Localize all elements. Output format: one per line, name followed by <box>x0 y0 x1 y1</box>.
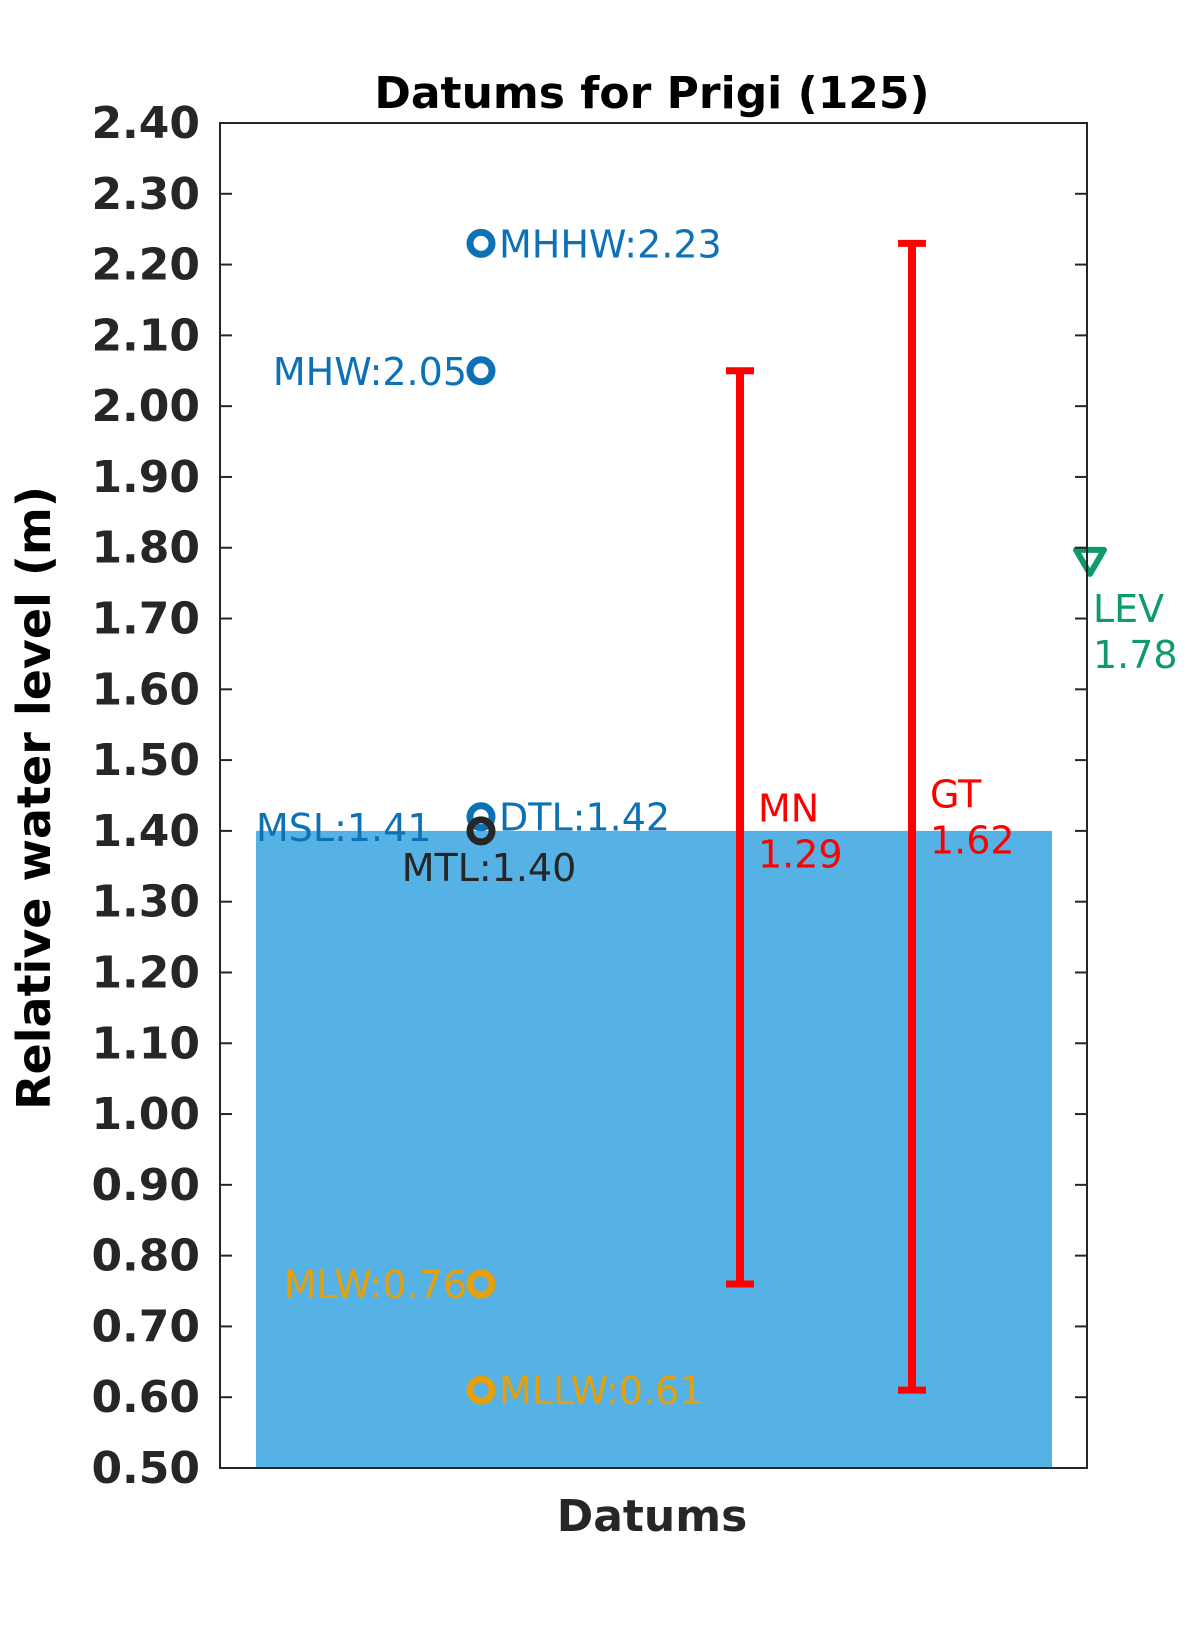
y-tick-label: 0.80 <box>91 1231 200 1282</box>
axes <box>219 122 1088 1469</box>
range-value-mn: 1.29 <box>758 833 843 877</box>
plot-frame <box>219 122 1088 1469</box>
y-tick-label: 2.40 <box>91 98 200 149</box>
range-name-mn: MN <box>758 787 819 831</box>
y-tick-label: 1.20 <box>91 947 200 998</box>
datum-marker-mlw <box>466 1269 496 1299</box>
datum-marker-mhhw <box>466 228 496 258</box>
datum-marker-mtl <box>466 816 496 846</box>
y-tick-label: 1.60 <box>91 664 200 715</box>
datum-label-mtl: MTL:1.40 <box>402 846 577 890</box>
y-tick-label: 0.90 <box>91 1160 200 1211</box>
datum-marker-dtl <box>466 802 496 832</box>
datum-markers: MHHW:2.23 MHW:2.05 DTL:1.42 MSL:1.41MTL:1.4… <box>256 222 1178 1413</box>
y-tick-label: 2.00 <box>91 381 200 432</box>
y-axis-label: Relative water level (m) <box>7 486 61 1110</box>
datum-marker-mhw <box>466 356 496 386</box>
level-value: 1.78 <box>1093 633 1178 677</box>
range-bars: MN1.29 GT1.62 <box>726 239 1015 1394</box>
y-tick-label: 1.80 <box>91 523 200 574</box>
y-tick-label: 1.30 <box>91 877 200 928</box>
datum-label-mlw: MLW:0.76 <box>284 1263 467 1307</box>
y-tick-label: 0.60 <box>91 1372 200 1423</box>
datum-label-mhhw: MHHW:2.23 <box>499 222 722 266</box>
datum-label-mllw: MLLW:0.61 <box>499 1369 703 1413</box>
bar-msl-fill <box>256 830 1052 1468</box>
y-tick-label: 1.50 <box>91 735 200 786</box>
bar-series <box>256 830 1052 1468</box>
y-tick-label: 0.50 <box>91 1443 200 1494</box>
datum-label-dtl: DTL:1.42 <box>499 796 670 840</box>
y-tick-labels: 0.50 0.60 0.70 0.80 0.90 1.00 1.10 1.20 1.30 1.40… <box>91 98 200 1494</box>
y-tick-label: 2.10 <box>91 310 200 361</box>
y-tick-label: 2.30 <box>91 169 200 220</box>
y-tick-label: 1.70 <box>91 594 200 645</box>
range-name-gt: GT <box>930 773 982 817</box>
x-axis-label: Datums <box>557 1491 748 1542</box>
datum-label-msl: MSL:1.41 <box>256 806 432 850</box>
level-name: LEV <box>1093 587 1164 631</box>
datum-label-mhw: MHW:2.05 <box>273 350 467 394</box>
level-marker <box>1073 546 1107 577</box>
datum-marker-mllw <box>466 1375 496 1405</box>
y-tick-label: 1.40 <box>91 806 200 857</box>
y-tick-label: 1.00 <box>91 1089 200 1140</box>
chart-title: Datums for Prigi (125) <box>374 68 929 119</box>
range-value-gt: 1.62 <box>930 819 1015 863</box>
y-tick-label: 0.70 <box>91 1301 200 1352</box>
y-tick-label: 2.20 <box>91 240 200 291</box>
y-tick-label: 1.90 <box>91 452 200 503</box>
y-tick-label: 1.10 <box>91 1018 200 1069</box>
